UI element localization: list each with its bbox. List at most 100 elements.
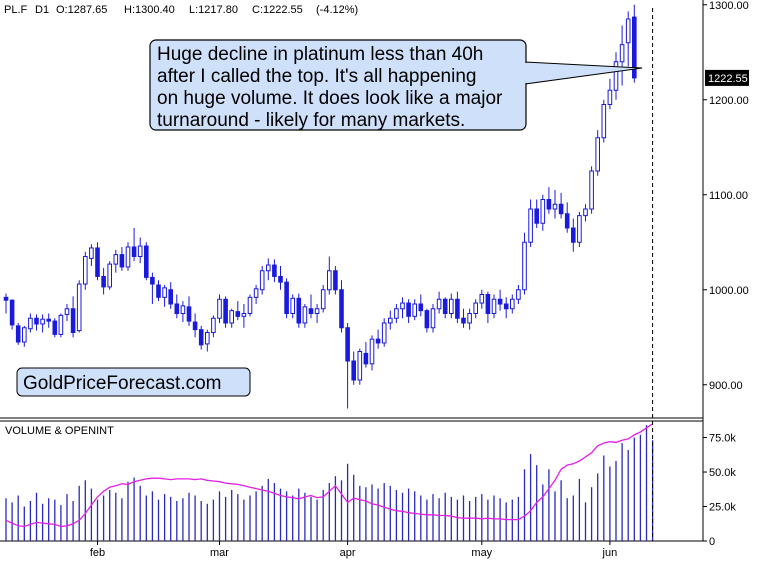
candle-body-up [205,332,210,345]
candle-body-up [241,313,247,317]
volume-tick-label: 25.0k [709,502,736,514]
candle-body-down [156,284,161,298]
candle-body-down [564,213,570,229]
candle-body-up [22,327,27,343]
candle-body-up [589,170,594,210]
annotation-line-4: turnaround - likely for many markets. [157,110,465,131]
candle-body-down [9,299,15,326]
candle-body-up [137,245,143,258]
candle-body-down [424,310,430,329]
candle-body-down [192,321,198,331]
candle-body-up [625,18,631,44]
candle-body-up [394,308,399,319]
last-price-tag: 1222.55 [705,69,749,86]
header-change: (-4.12%) [316,4,358,16]
candle-body-up [357,351,363,381]
candle-body-up [290,297,295,314]
candle-body-up [577,215,582,243]
candle-body-down [418,303,424,312]
candle-body-up [473,302,478,314]
candle-body-down [632,16,637,79]
candle-body-down [497,298,503,305]
candle-body-down [168,289,173,305]
header-open: O:1287.65 [56,4,107,16]
price-tick-label: 900.00 [709,380,743,392]
price-tick-label: 1100.00 [709,190,748,202]
month-label: mar [210,547,229,559]
candle-body-down [442,298,448,314]
candle-body-down [186,306,192,322]
volume-axis-ticks: 0 25.0k 50.0k 75.0k [703,433,736,548]
candle-body-up [320,289,326,310]
candle-body-down [34,317,39,325]
volume-panel-title: VOLUME & OPENINT [5,425,114,437]
annotation-line-1: Huge decline in platinum less than 40h [157,44,483,65]
volume-tick-label: 75.0k [709,433,736,445]
candle-body-up [388,317,393,324]
candle-body-up [491,298,497,314]
month-axis-labels: feb mar apr may jun [90,541,617,559]
candle-body-up [76,283,82,332]
candle-body-up [125,246,131,268]
candle-body-down [223,298,228,324]
candle-body-down [363,352,369,365]
watermark-badge: GoldPriceForecast.com [16,367,251,397]
candle-body-down [119,254,125,268]
callout-seam [520,63,528,83]
candle-body-down [455,298,460,319]
candle-body-down [144,245,149,278]
candle-body-up [113,254,119,265]
month-label: jun [602,547,618,559]
candle-body-up [107,263,113,288]
candle-body-up [253,288,259,298]
candle-body-up [540,199,546,224]
candle-body-down [46,318,52,322]
candle-body-up [412,303,417,317]
candle-body-up [247,296,253,315]
candle-body-up [40,318,45,325]
candle-body-up [314,308,320,314]
candle-body-up [607,89,613,105]
candle-body-up [64,308,70,315]
candle-body-up [217,298,222,319]
candle-body-up [595,137,601,172]
candle-body-down [546,199,552,210]
candle-body-up [516,289,521,300]
candle-body-down [485,294,491,314]
candle-body-up [467,313,472,324]
candle-body-down [296,297,302,324]
candle-body-down [461,317,466,324]
candle-body-up [613,61,619,91]
candle-body-up [369,338,375,365]
candle-body-down [198,329,204,346]
candle-body-down [52,320,58,335]
candle-body-up [327,270,332,291]
header-symbol: PL.F [4,4,28,16]
month-label: may [471,547,492,559]
candle-body-up [58,314,64,335]
callout-box [149,39,527,131]
price-tick-label: 1000.00 [709,285,749,297]
candle-body-up [619,44,625,63]
candle-body-down [101,275,106,288]
candle-body-down [95,247,100,277]
candle-body-down [558,203,564,215]
candle-body-down [278,275,283,283]
annotation-line-3: on huge volume. It does look like a majo… [157,88,503,109]
last-price-label: 1222.55 [708,73,748,85]
volume-tick-label: 50.0k [709,467,736,479]
candle-body-down [534,208,540,224]
volume-tick-label: 0 [709,536,715,548]
watermark-box [16,367,251,397]
candle-body-down [351,360,356,381]
candle-body-up [436,298,442,310]
candle-body-down [503,303,509,310]
candle-body-up [510,298,515,310]
candle-body-down [571,227,576,243]
candle-body-down [15,325,21,343]
candlesticks [3,4,637,409]
candle-body-up [381,322,387,344]
month-label: feb [90,547,105,559]
candle-body-down [174,303,180,314]
